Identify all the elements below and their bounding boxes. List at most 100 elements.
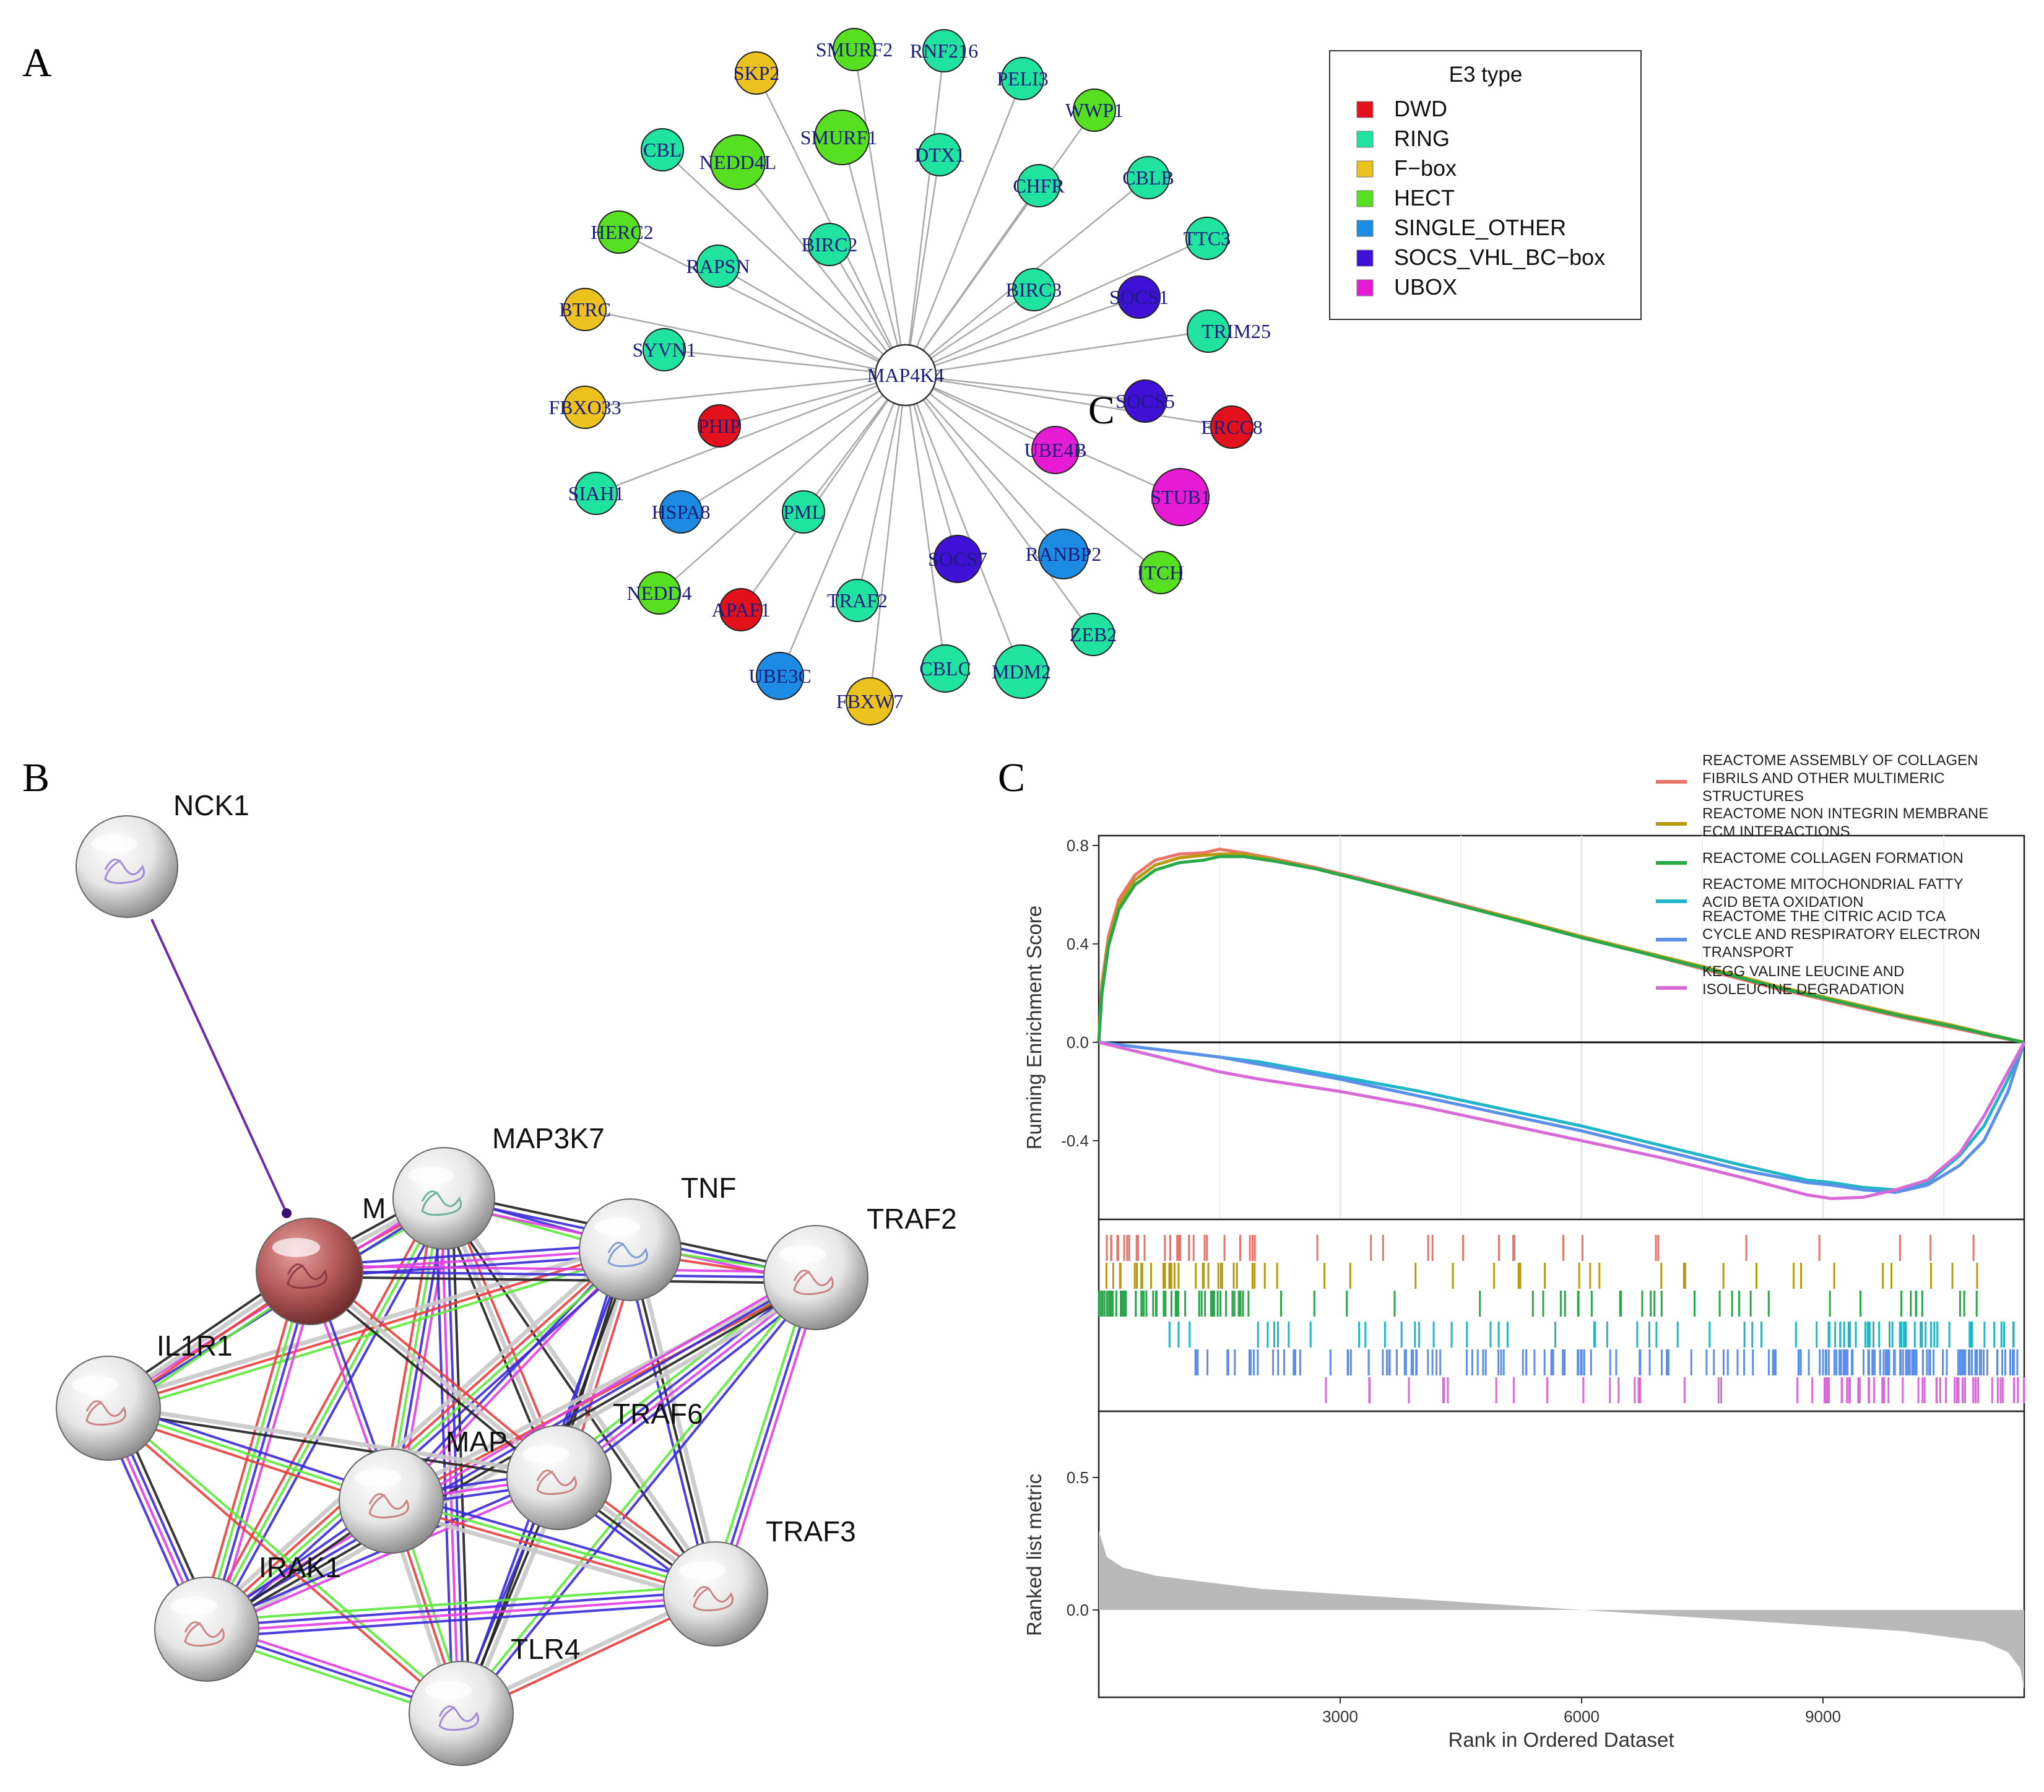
string-edge-tnf-irak1: [204, 1247, 630, 1629]
string-edge-map2k-traf3: [388, 1507, 714, 1604]
string-network-panel: NCK1 MAP3K7 TNF TRAF2 M IL1R1 TRAF6 MAP TRAF3 IRA…: [56, 789, 957, 1766]
e3-node-nedd4: NEDD4: [627, 571, 691, 615]
string-node-il1r1: IL1R1: [56, 1330, 233, 1461]
e3-node-birc2: BIRC2: [802, 223, 857, 266]
panel-label-b: B: [22, 755, 50, 800]
e3-node-mdm2: MDM2: [992, 644, 1051, 699]
e3-node-phip: PHIP: [698, 404, 741, 448]
e3-node-label: STUB1: [1150, 486, 1211, 508]
e3-node-label: ZEB2: [1070, 623, 1117, 646]
hit-row-reactome-assembly-of-collagen-fibrils-and-other-multimeric-structures: [1106, 1235, 1975, 1261]
string-node-label: IRAK1: [259, 1551, 341, 1583]
edge-phip: [719, 374, 906, 427]
string-node-label: MAP: [446, 1426, 508, 1458]
center-node: MAP4K4: [867, 344, 944, 407]
string-node-label: TLR4: [511, 1633, 580, 1665]
y-tick-label: 0.4: [1067, 935, 1089, 953]
hit-row-reactome-the-citric-acid-tca-cycle-and-respiratory-electron-transport: [1194, 1349, 2019, 1375]
gsea-legend-text: TRANSPORT: [1702, 944, 1794, 961]
e3-node-cblb: CBLB: [1122, 156, 1174, 199]
string-edge-traf2-traf3: [709, 1275, 812, 1593]
e3-network-panel: SMURF2 RNF216 PELI3 WWP1 SKP2 SMURF1 CBL NEDD4L…: [548, 28, 1642, 725]
string-node-label: TNF: [681, 1172, 736, 1204]
x-tick-label: 9000: [1805, 1707, 1841, 1726]
string-edge-traf2-traf6: [563, 1283, 822, 1486]
gsea-legend-text: REACTOME NON INTEGRIN MEMBRANE: [1702, 805, 1988, 822]
e3-node-label: HSPA8: [652, 501, 711, 523]
e3-node-skp2: SKP2: [734, 51, 780, 95]
legend-label: UBOX: [1394, 274, 1457, 300]
string-edge-map4k4-irak1: [214, 1273, 319, 1632]
e3-node-btrc: BTRC: [559, 288, 611, 331]
string-edge-traf2-irak1: [202, 1269, 813, 1624]
e3-node-label: RAPSN: [686, 255, 750, 277]
string-edge-traf2-traf3: [714, 1277, 817, 1595]
string-node-traf2: TRAF2: [763, 1203, 957, 1330]
e3-node-wwp1: WWP1: [1065, 89, 1124, 132]
e3-node-label: SKP2: [734, 62, 780, 84]
string-edge-traf2-irak1: [204, 1274, 815, 1628]
hit-row-reactome-collagen-formation: [1098, 1291, 1978, 1317]
edge-syvn1: [664, 348, 906, 376]
edge-mdm2: [904, 374, 1023, 672]
string-edge-map4k4-irak1: [208, 1271, 314, 1630]
gsea-legend-text: STRUCTURES: [1702, 788, 1804, 805]
string-edge-tnf-traf3: [629, 1249, 717, 1595]
e3-node-cblc: CBLC: [919, 644, 971, 693]
e3-network-nodes: SMURF2 RNF216 PELI3 WWP1 SKP2 SMURF1 CBL NEDD4L…: [548, 28, 1271, 725]
string-edge-map4k4-traf6: [308, 1270, 561, 1479]
es-line-reactome-collagen-formation: [1097, 855, 2025, 1044]
edge-herc2: [618, 231, 906, 376]
string-node-label: NCK1: [173, 789, 249, 821]
e3-node-label: FBXO33: [548, 396, 621, 418]
legend-label: SOCS_VHL_BC−box: [1394, 245, 1605, 270]
e3-node-nedd4l: NEDD4L: [699, 134, 776, 190]
string-edge-tnf-traf3: [623, 1250, 712, 1596]
e3-node-cbl: CBL: [641, 128, 684, 171]
x-axis-label: Rank in Ordered Dataset: [1448, 1728, 1674, 1751]
e3-network-edges: [584, 49, 1232, 702]
string-node-map2k: MAP: [339, 1426, 508, 1554]
e3-node-label: SIAH1: [568, 482, 625, 504]
e3-node-label: CBL: [643, 139, 682, 161]
metric-tick-label: 0.0: [1067, 1601, 1089, 1619]
string-edge-traf2-map4k4: [309, 1270, 816, 1279]
e3-node-fbxo33: FBXO33: [548, 386, 621, 429]
hit-row-kegg-valine-leucine-and-isoleucine-degradation: [1325, 1377, 2025, 1403]
gsea-legend-text: FIBRILS AND OTHER MULTIMERIC: [1702, 770, 1945, 787]
e3-node-label: ERCC8: [1201, 416, 1263, 438]
e3-node-ranbp2: RANBP2: [1026, 529, 1101, 579]
edge-rnf216: [904, 50, 945, 376]
panel-label-a: A: [22, 40, 52, 85]
e3-node-ercc8: ERCC8: [1201, 405, 1263, 449]
e3-node-label: FBXW7: [836, 690, 903, 712]
e3-node-label: SOCS7: [928, 548, 987, 570]
e3-node-label: CBLC: [919, 657, 971, 680]
e3-node-ube4b: UBE4B: [1024, 426, 1087, 474]
e3-node-itch: ITCH: [1138, 551, 1184, 594]
e3-node-label: MDM2: [992, 660, 1051, 683]
string-edge-tnf-il1r1: [110, 1253, 633, 1415]
panel-label-c: C: [998, 755, 1025, 800]
e3-node-label: DTX1: [914, 144, 965, 166]
string-nodes: NCK1 MAP3K7 TNF TRAF2 M IL1R1 TRAF6 MAP TRAF3 IRA…: [56, 789, 957, 1766]
e3-node-ttc3: TTC3: [1184, 217, 1231, 260]
string-edge-traf3-irak1: [207, 1601, 717, 1639]
string-edge-traf3-irak1: [206, 1584, 716, 1622]
metric-frame: [1098, 1410, 2025, 1699]
e3-node-stub1: STUB1: [1150, 468, 1211, 526]
string-edge-tnf-il1r1: [106, 1242, 630, 1405]
string-edge-traf2-map4k4: [310, 1265, 816, 1274]
string-edge-il1r1-traf6: [108, 1403, 560, 1478]
e3-node-label: CHFR: [1013, 175, 1065, 197]
gsea-panel: 0.8 0.4 0.0 -0.4 0.5 0.0 3000 6000 9000 Rank in…: [1023, 752, 2026, 1751]
e3-node-fbxw7: FBXW7: [836, 677, 903, 725]
string-node-irak1: IRAK1: [154, 1551, 341, 1682]
edge-cblc: [904, 374, 946, 669]
e3-node-label: TTC3: [1184, 227, 1231, 249]
edge-ranbp2: [905, 374, 1064, 555]
